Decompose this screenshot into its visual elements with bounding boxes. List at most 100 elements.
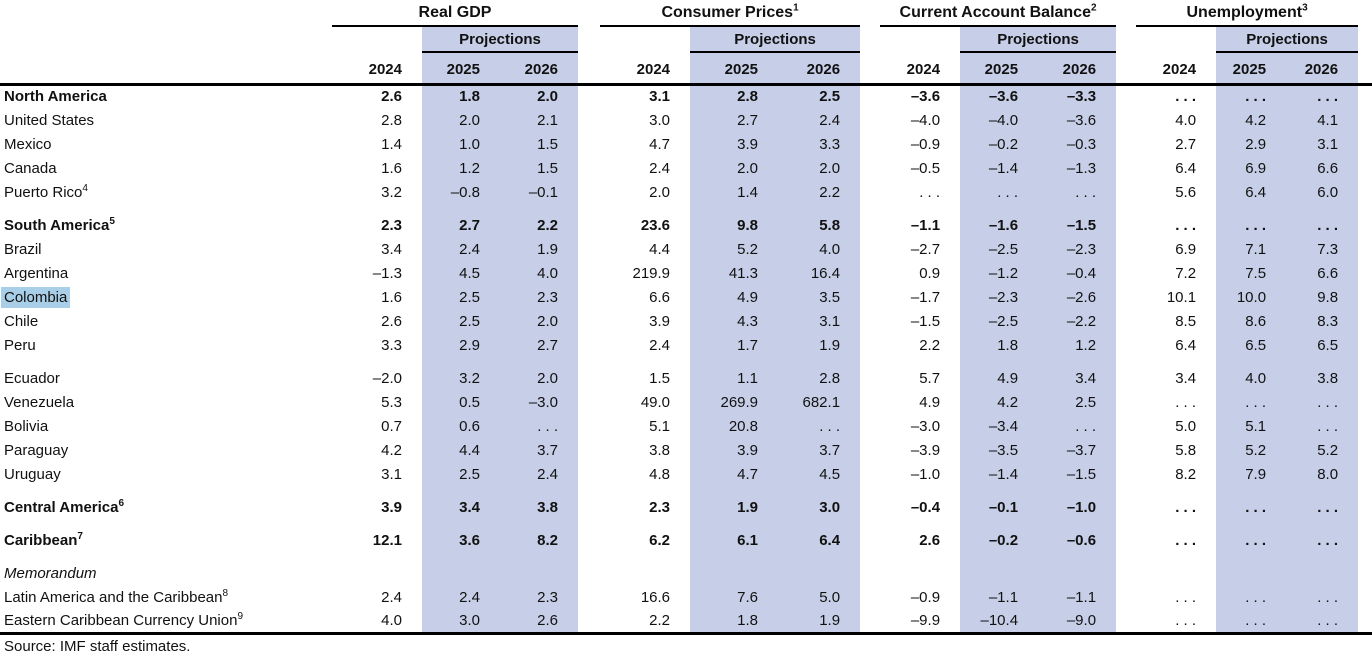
value-cell: 2.8 (819, 369, 841, 387)
year-header: 2025 (960, 52, 1039, 86)
value-cell: 2.0 (649, 183, 671, 201)
value-cell: 16.4 (810, 264, 841, 282)
value-cell: 2.4 (537, 465, 559, 483)
value-cell: 5.6 (1175, 183, 1197, 201)
gap-cell (578, 390, 600, 414)
value-cell: 5.1 (1245, 417, 1267, 435)
gap-cell (1358, 261, 1372, 285)
value-cell: 4.1 (1317, 111, 1339, 129)
value-cell: 4.5 (459, 264, 480, 282)
value-cell: . . . (1317, 417, 1339, 435)
value-cell: 2.2 (819, 183, 841, 201)
footnote-ref: 4 (82, 182, 88, 194)
value-cell: . . . (1286, 609, 1359, 635)
value-cell: . . . (1245, 588, 1267, 606)
value-cell: 2.6 (500, 609, 579, 635)
value-cell: 2.5 (459, 288, 480, 306)
value-cell: –3.4 (988, 417, 1019, 435)
value-cell: –3.6 (910, 88, 941, 106)
value-cell: –2.5 (988, 312, 1019, 330)
value-cell: 3.3 (819, 135, 841, 153)
gap-cell (860, 609, 881, 635)
value-cell: 1.8 (459, 88, 480, 106)
value-cell: . . . (1245, 531, 1267, 549)
value-cell: –3.9 (910, 441, 941, 459)
row-label: Brazil (0, 237, 332, 261)
value-cell: 4.2 (381, 441, 402, 459)
value-cell: 3.7 (819, 441, 841, 459)
projections-header: Projections (690, 26, 861, 53)
gap-cell (1358, 285, 1372, 309)
value-cell: 4.9 (919, 393, 941, 411)
value-cell: 4.4 (459, 441, 480, 459)
row-label-text: United States (4, 111, 95, 129)
value-cell: 3.1 (819, 312, 841, 330)
row-label-text: Venezuela (4, 393, 75, 411)
value-cell: 4.3 (737, 312, 759, 330)
gap-cell (1116, 180, 1136, 204)
group-title-consumer-prices: Consumer Prices1 (600, 0, 861, 27)
gap-cell (1116, 108, 1136, 132)
gap-cell (860, 285, 880, 309)
value-cell: 4.9 (737, 288, 759, 306)
value-cell: –1.5 (910, 312, 941, 330)
gap-cell (578, 108, 600, 132)
row-colombia: Colombia 1.6 2.5 2.3 6.6 4.9 3.5 –1.7 –2.3 –2.6 10… (0, 285, 1372, 309)
value-cell: . . . (1175, 88, 1197, 106)
gap-cell (578, 237, 600, 261)
gap-cell (1358, 366, 1372, 390)
value-cell: . . . (1216, 609, 1287, 635)
value-cell: –1.1 (910, 216, 941, 234)
row-canada: Canada 1.6 1.2 1.5 2.4 2.0 2.0 –0.5 –1.4 –1.3 6.4 6… (0, 156, 1372, 180)
value-cell: 4.7 (649, 135, 671, 153)
spacer-row (0, 357, 1372, 366)
row-brazil: Brazil 3.4 2.4 1.9 4.4 5.2 4.0 –2.7 –2.5 –2.3 6.9 7… (0, 237, 1372, 261)
value-cell: –1.4 (988, 465, 1019, 483)
value-cell (500, 561, 578, 585)
value-cell: 9.8 (737, 216, 759, 234)
value-cell: –4.0 (988, 111, 1019, 129)
value-cell: . . . (1317, 216, 1339, 234)
year-header: 2025 (690, 52, 779, 86)
row-label-text: South America (4, 216, 110, 234)
row-united-states: United States 2.8 2.0 2.1 3.0 2.7 2.4 –4.0 –4.0 –… (0, 108, 1372, 132)
value-cell: 8.2 (1175, 465, 1197, 483)
row-south-america: South America5 2.3 2.7 2.2 23.6 9.8 5.8 –1.1 –1.… (0, 213, 1372, 237)
value-cell: 6.5 (1245, 336, 1267, 354)
value-cell: –0.1 (528, 183, 559, 201)
value-cell: 7.5 (1245, 264, 1267, 282)
value-cell: –3.6 (988, 88, 1019, 106)
gap-cell (1116, 285, 1136, 309)
value-cell: . . . (1175, 393, 1197, 411)
value-cell: 2.5 (1075, 393, 1097, 411)
years-row: 2024 2025 2026 2024 2025 2026 2024 2025 … (0, 52, 1372, 86)
gap-cell (860, 528, 880, 552)
row-label: Canada (0, 156, 332, 180)
value-cell: 4.4 (649, 240, 671, 258)
row-label: United States (0, 108, 332, 132)
value-cell: 23.6 (640, 216, 671, 234)
value-cell: –1.3 (1066, 159, 1097, 177)
row-label: Colombia (0, 285, 332, 309)
value-cell: –0.9 (910, 588, 941, 606)
value-cell: –4.0 (910, 111, 941, 129)
value-cell: 2.7 (1175, 135, 1197, 153)
row-label-text: Brazil (4, 240, 42, 258)
value-cell: 8.3 (1317, 312, 1339, 330)
value-cell: 2.2 (919, 336, 941, 354)
footnote-ref: 7 (77, 530, 83, 542)
row-argentina: Argentina –1.3 4.5 4.0 219.9 41.3 16.4 0.9 –1.2 –… (0, 261, 1372, 285)
value-cell: 3.8 (1317, 369, 1339, 387)
gap-cell (1358, 108, 1372, 132)
value-cell: 3.9 (381, 498, 402, 516)
value-cell: 682.1 (802, 393, 841, 411)
gap-cell (860, 52, 881, 86)
value-cell: 8.5 (1175, 312, 1197, 330)
row-paraguay: Paraguay 4.2 4.4 3.7 3.8 3.9 3.7 –3.9 –3.5 –3.7 5.… (0, 438, 1372, 462)
gap-cell (1116, 609, 1137, 635)
value-cell: 2.2 (537, 216, 559, 234)
row-label-text: Eastern Caribbean Currency Union (4, 611, 238, 629)
value-cell: 2.9 (1245, 135, 1267, 153)
row-label: Eastern Caribbean Currency Union9 (0, 609, 332, 635)
value-cell: –9.9 (880, 609, 961, 635)
